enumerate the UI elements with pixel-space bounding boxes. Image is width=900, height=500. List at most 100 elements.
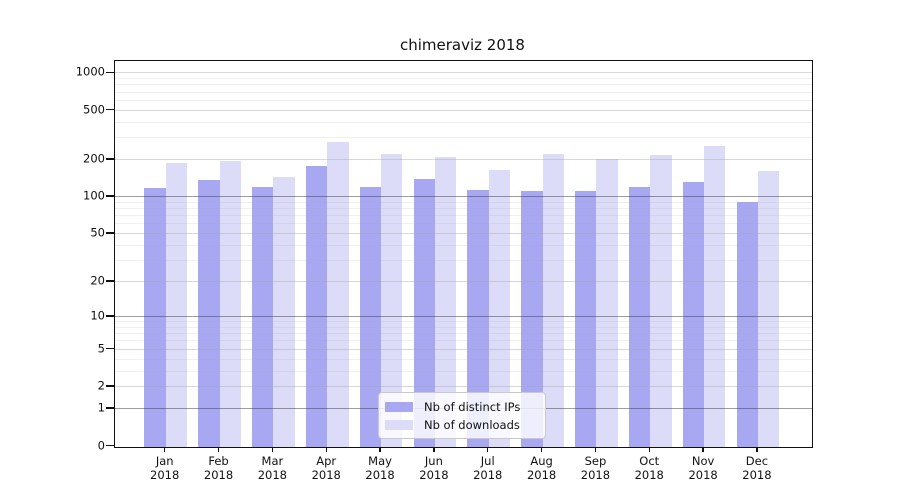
gridline (115, 281, 812, 282)
legend-item-distinct-ips: Nb of distinct IPs (385, 400, 537, 414)
gridline (115, 348, 812, 350)
gridline (115, 233, 812, 235)
legend-swatch-distinct-ips (385, 401, 413, 412)
x-tick-label: Jun 2018 (419, 454, 449, 482)
x-tick-mark (648, 447, 650, 452)
gridline (115, 340, 812, 342)
y-tick-mark (106, 71, 114, 73)
gridline (115, 137, 812, 139)
gridline (115, 358, 812, 360)
y-tick-mark (106, 232, 114, 234)
gridline (115, 121, 812, 123)
bar-downloads-dec (757, 170, 780, 447)
bar-ips-feb (198, 180, 220, 447)
y-tick-label: 200 (83, 151, 105, 166)
x-tick-label: Mar 2018 (257, 454, 288, 482)
x-tick-mark (325, 447, 327, 452)
bar-ips-dec (736, 202, 758, 447)
gridline (115, 196, 812, 198)
gridline (115, 333, 812, 335)
gridline (115, 244, 812, 246)
gridline (115, 316, 812, 317)
x-tick-label: May 2018 (365, 454, 395, 482)
bar-downloads-nov (704, 146, 726, 447)
x-tick-label: Sep 2018 (580, 454, 611, 482)
y-tick-mark (106, 195, 114, 197)
x-tick-label: Feb 2018 (203, 454, 234, 482)
gridline (115, 72, 812, 74)
y-tick-mark (106, 444, 114, 447)
x-tick-label: Oct 2018 (634, 454, 664, 482)
gridline (115, 159, 812, 160)
y-tick-mark (106, 407, 114, 409)
x-tick-mark (702, 447, 704, 452)
y-tick-mark (106, 280, 114, 282)
bar-ips-nov (682, 181, 705, 447)
gridline (115, 386, 812, 388)
gridline (115, 223, 812, 225)
y-tick-label: 10 (90, 308, 105, 323)
y-tick-mark (106, 347, 114, 350)
x-tick-label: Apr 2018 (311, 454, 341, 482)
legend: Nb of distinct IPs Nb of downloads (378, 392, 546, 439)
bar-downloads-jul (488, 169, 511, 447)
x-tick-label: Dec 2018 (742, 454, 772, 482)
x-tick-mark (487, 447, 489, 452)
x-tick-mark (540, 447, 543, 452)
gridline (115, 91, 812, 93)
bar-downloads-aug (542, 154, 564, 447)
bar-downloads-oct (650, 155, 672, 447)
gridline (115, 370, 812, 372)
y-tick-mark (106, 385, 114, 387)
bar-ips-sep (575, 190, 597, 447)
gridline (115, 109, 812, 111)
y-tick-label: 0 (97, 438, 105, 453)
x-tick-mark (164, 447, 166, 452)
y-tick-label: 20 (90, 273, 105, 288)
plot-area (114, 59, 813, 448)
bar-downloads-sep (596, 158, 618, 447)
bar-ips-aug (521, 191, 543, 447)
y-tick-mark (106, 108, 114, 111)
y-tick-label: 100 (83, 188, 105, 203)
y-tick-mark (106, 315, 114, 317)
bar-downloads-feb (219, 161, 241, 447)
legend-swatch-downloads (385, 419, 413, 430)
legend-item-downloads: Nb of downloads (385, 418, 537, 432)
y-tick-label: 5 (97, 341, 105, 356)
gridline (115, 215, 812, 217)
x-tick-mark (433, 447, 435, 452)
bar-ips-jan (144, 188, 166, 447)
gridline (115, 99, 812, 101)
x-tick-label: Aug 2018 (526, 454, 557, 482)
y-tick-label: 50 (90, 225, 105, 240)
bar-downloads-apr (327, 142, 349, 447)
y-tick-label: 2 (97, 378, 105, 393)
x-tick-mark (271, 447, 274, 452)
bar-ips-jul (467, 189, 489, 447)
legend-label-downloads: Nb of downloads (424, 417, 520, 432)
legend-label-distinct-ips: Nb of distinct IPs (424, 399, 521, 414)
gridline (115, 260, 812, 261)
gridline (115, 326, 812, 328)
bar-downloads-jun (434, 156, 457, 447)
y-tick-label: 1 (97, 400, 105, 415)
x-tick-label: Jan 2018 (150, 454, 180, 482)
gridline (115, 77, 812, 79)
chart-title: chimeraviz 2018 (400, 36, 525, 54)
x-tick-mark (594, 447, 597, 452)
y-tick-label: 1000 (75, 64, 105, 79)
gridline (115, 208, 812, 210)
gridline (115, 84, 812, 86)
y-tick-label: 500 (83, 102, 105, 117)
bar-downloads-may (381, 154, 403, 447)
bar-ips-apr (305, 166, 328, 447)
x-tick-mark (379, 447, 381, 452)
bar-ips-jun (413, 179, 435, 447)
y-tick-mark (106, 158, 114, 160)
x-tick-mark (217, 447, 220, 452)
gridline (115, 201, 812, 203)
x-tick-label: Nov 2018 (688, 454, 718, 482)
bar-downloads-jan (165, 162, 188, 447)
